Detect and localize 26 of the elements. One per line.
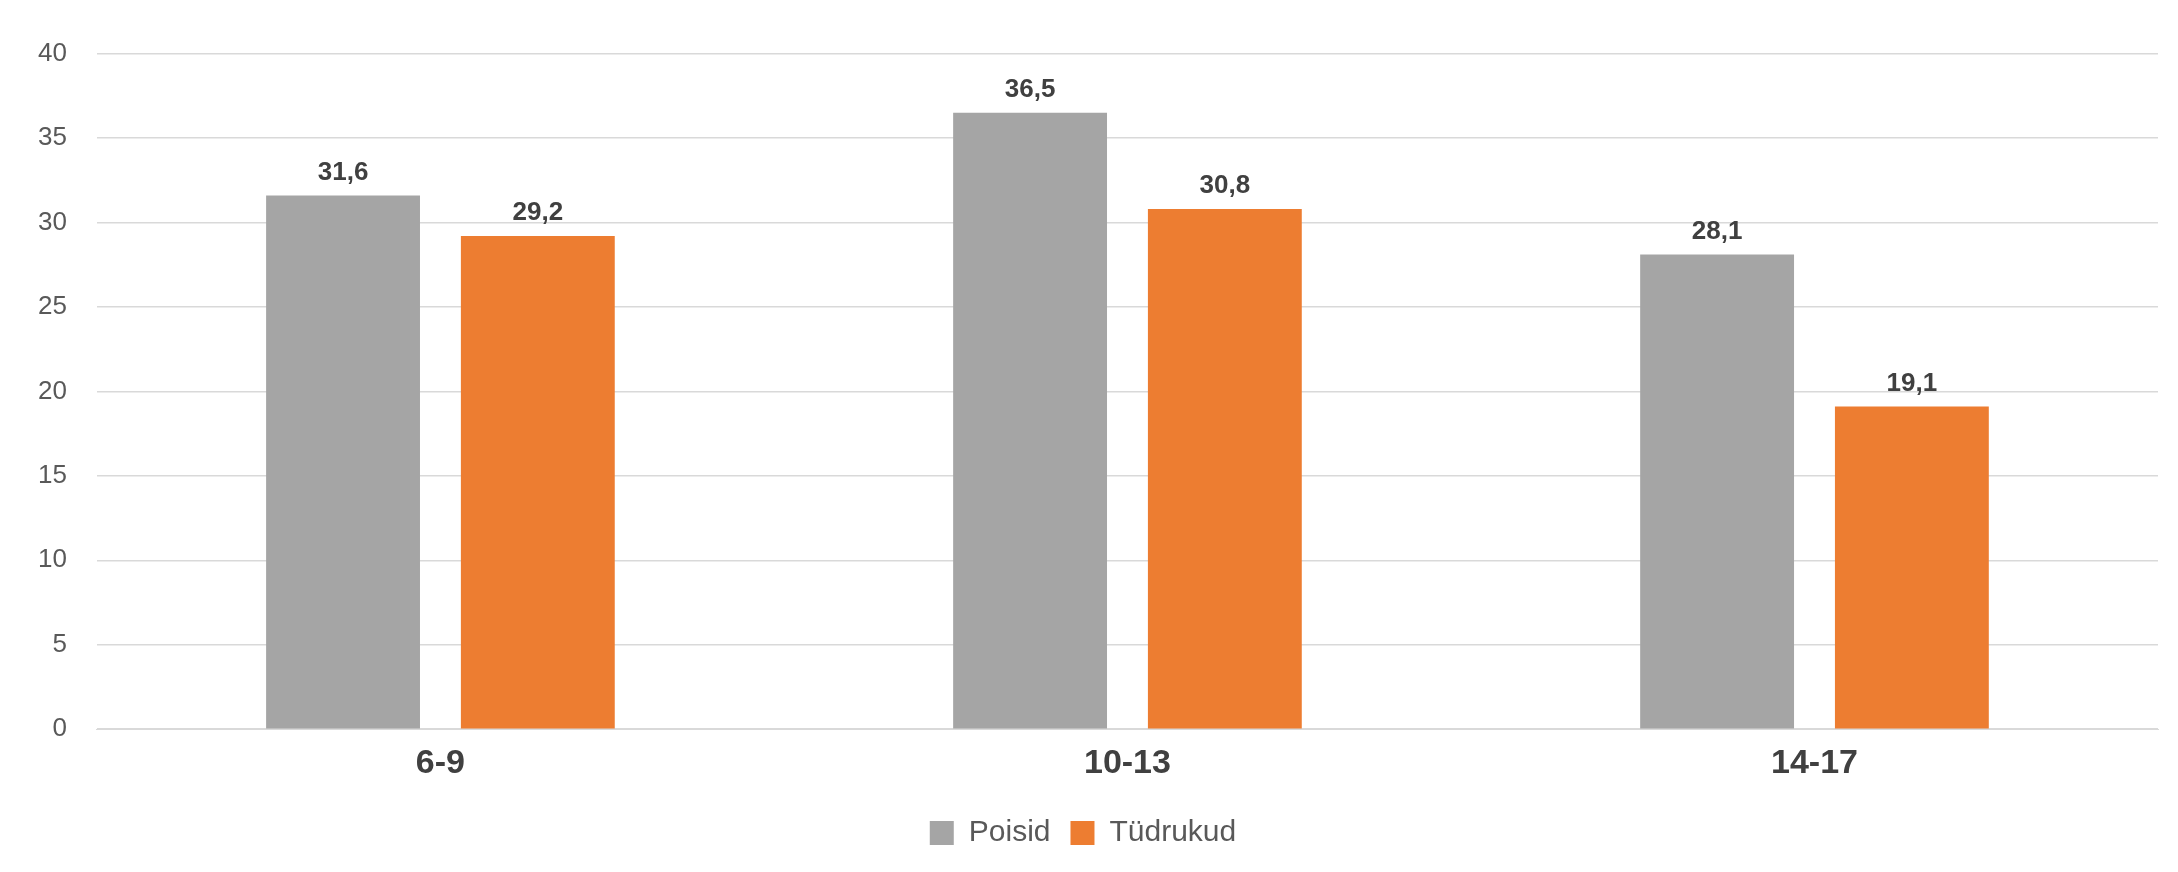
x-tick-label: 14-17	[1771, 741, 1858, 780]
bar	[953, 112, 1108, 729]
x-tick-label: 10-13	[1083, 741, 1171, 780]
data-label: 28,1	[1691, 214, 1743, 245]
y-tick-label: 40	[38, 36, 67, 67]
bar	[266, 195, 420, 729]
y-tick-label: 0	[52, 712, 67, 743]
bar	[460, 236, 615, 729]
bar	[1834, 406, 1989, 729]
data-label: 31,6	[317, 155, 369, 186]
legend-label: Poisid	[968, 814, 1051, 848]
legend-label: Tüdrukud	[1109, 814, 1237, 848]
data-label: 29,2	[512, 196, 564, 227]
y-tick-label: 35	[38, 121, 67, 152]
y-tick-label: 10	[38, 543, 67, 574]
bar	[1147, 208, 1302, 729]
bar	[1640, 254, 1795, 729]
y-tick-label: 30	[38, 205, 67, 236]
data-label: 36,5	[1004, 72, 1056, 103]
y-tick-label: 25	[38, 290, 67, 321]
y-tick-label: 15	[38, 459, 67, 490]
data-label: 19,1	[1886, 366, 1938, 397]
x-tick-label: 6-9	[415, 741, 465, 780]
y-tick-label: 20	[38, 374, 67, 405]
data-label: 30,8	[1199, 169, 1251, 200]
y-tick-label: 5	[52, 627, 67, 658]
